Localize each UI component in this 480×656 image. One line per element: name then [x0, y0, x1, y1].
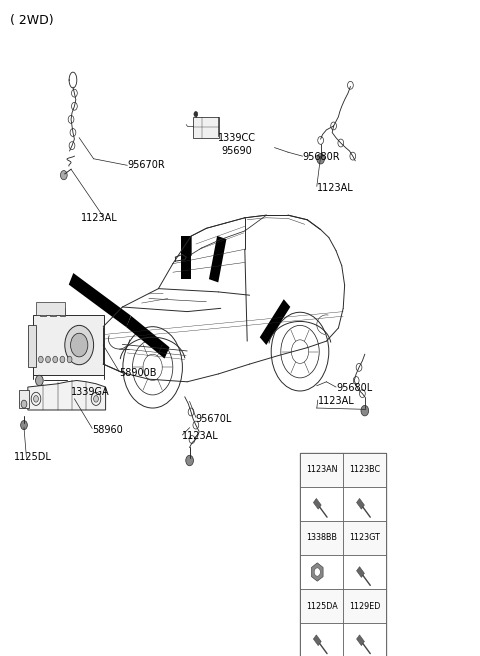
Text: 95670R: 95670R: [127, 160, 165, 171]
Text: 1123AL: 1123AL: [182, 431, 219, 441]
Text: 95690: 95690: [222, 146, 252, 156]
Text: ( 2WD): ( 2WD): [10, 14, 53, 28]
Text: 1123AL: 1123AL: [317, 182, 354, 193]
Polygon shape: [181, 236, 191, 279]
Circle shape: [361, 405, 369, 416]
Bar: [343, 453, 386, 487]
Bar: [19, 390, 29, 408]
Text: 58960: 58960: [92, 424, 123, 435]
Circle shape: [21, 400, 27, 408]
Text: 1123BC: 1123BC: [349, 465, 380, 474]
Bar: [60, 308, 65, 316]
Polygon shape: [260, 299, 290, 345]
Bar: [343, 589, 386, 623]
Bar: [40, 308, 46, 316]
Circle shape: [71, 333, 88, 357]
Circle shape: [194, 112, 198, 117]
Bar: [300, 589, 343, 623]
Polygon shape: [28, 380, 106, 410]
Polygon shape: [312, 563, 323, 581]
Circle shape: [34, 396, 38, 402]
Circle shape: [317, 154, 324, 164]
Text: 1338BB: 1338BB: [306, 533, 337, 543]
Text: 1339CC: 1339CC: [218, 133, 256, 143]
Text: 1129ED: 1129ED: [349, 602, 381, 611]
Bar: [36, 302, 65, 315]
Polygon shape: [126, 316, 169, 359]
Bar: [300, 623, 343, 656]
Circle shape: [186, 455, 193, 466]
Polygon shape: [313, 499, 321, 509]
Bar: [300, 487, 343, 521]
Bar: [50, 308, 56, 316]
Text: 1123AN: 1123AN: [306, 465, 337, 474]
Circle shape: [65, 325, 94, 365]
Circle shape: [36, 375, 43, 386]
Bar: [300, 521, 343, 555]
Bar: [343, 623, 386, 656]
Circle shape: [67, 356, 72, 363]
Bar: [343, 487, 386, 521]
Text: 1123AL: 1123AL: [318, 396, 355, 407]
Bar: [343, 521, 386, 555]
Bar: [28, 325, 36, 367]
Polygon shape: [357, 567, 364, 577]
Circle shape: [60, 171, 67, 180]
Circle shape: [46, 356, 50, 363]
Text: 95680L: 95680L: [336, 383, 372, 394]
Text: 1125DL: 1125DL: [14, 452, 52, 462]
Polygon shape: [313, 635, 321, 646]
Polygon shape: [357, 499, 364, 509]
Circle shape: [53, 356, 58, 363]
Text: 1123AL: 1123AL: [81, 213, 118, 223]
Circle shape: [21, 420, 27, 430]
Text: 1125DA: 1125DA: [306, 602, 337, 611]
Circle shape: [94, 396, 98, 402]
Bar: [300, 555, 343, 589]
Text: 95680R: 95680R: [302, 152, 340, 163]
Text: 1123GT: 1123GT: [349, 533, 380, 543]
Circle shape: [60, 356, 65, 363]
Text: 1339GA: 1339GA: [71, 386, 109, 397]
Circle shape: [314, 568, 320, 576]
Polygon shape: [209, 236, 227, 282]
Bar: [300, 453, 386, 656]
Bar: [33, 315, 104, 375]
Bar: [343, 555, 386, 589]
Text: 58900B: 58900B: [119, 367, 156, 378]
Polygon shape: [357, 635, 364, 646]
Circle shape: [38, 356, 43, 363]
Text: 95670L: 95670L: [196, 413, 232, 424]
Bar: [193, 117, 219, 138]
Polygon shape: [69, 273, 131, 327]
Bar: [300, 453, 343, 487]
